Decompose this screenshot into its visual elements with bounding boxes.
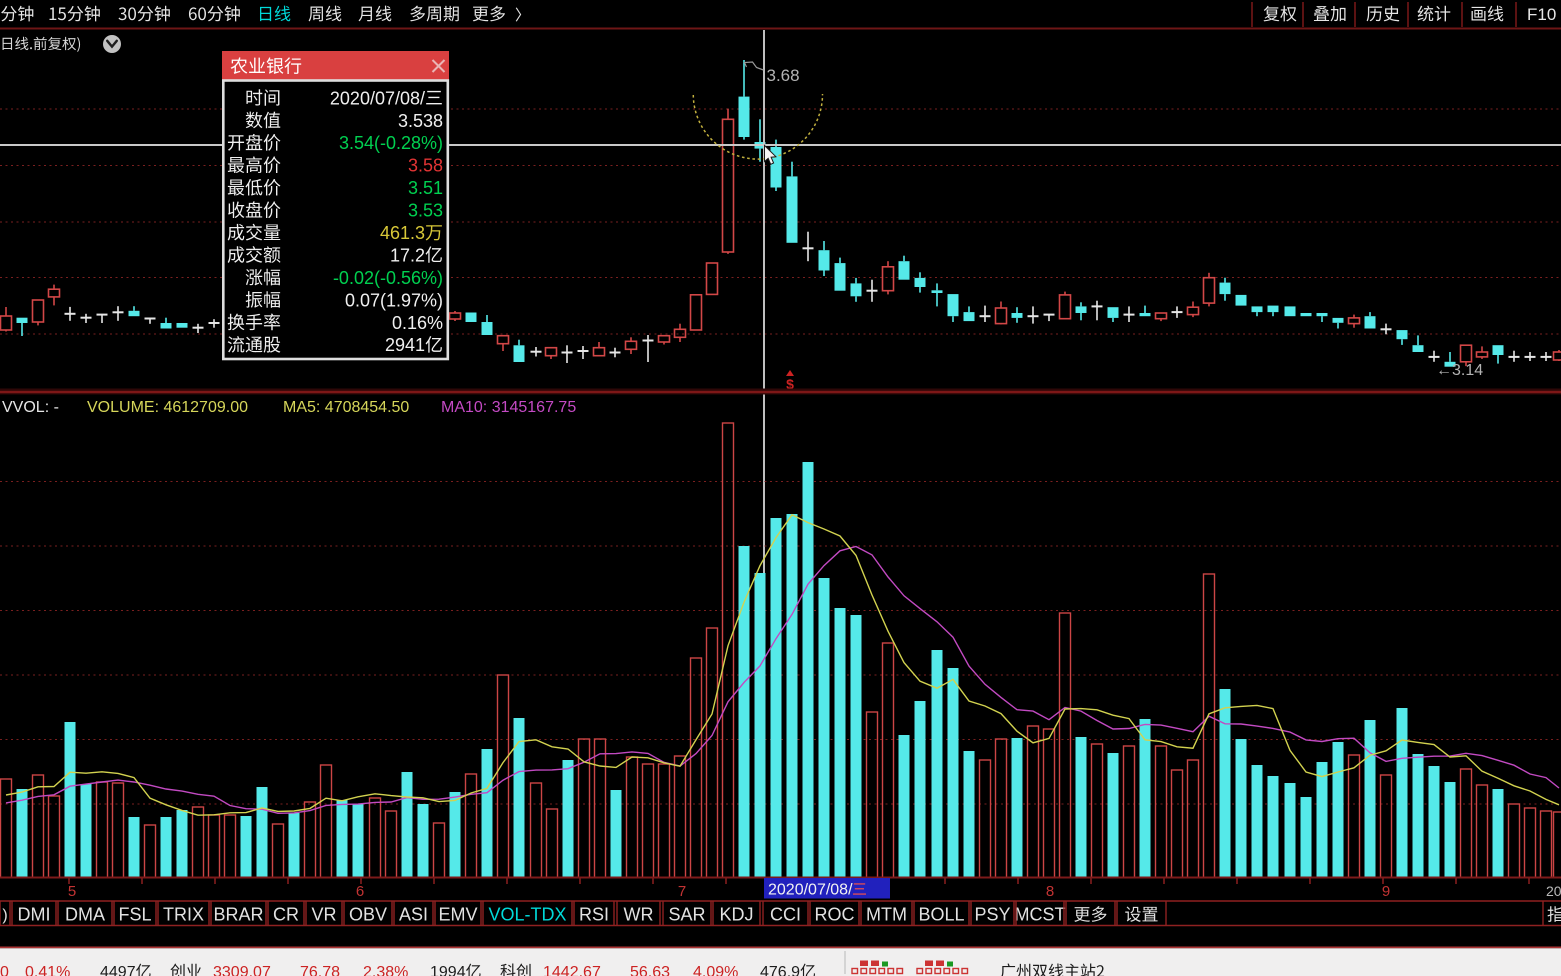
svg-text:): ) xyxy=(2,907,7,924)
svg-text:5: 5 xyxy=(68,883,76,900)
svg-text:476.9: 476.9 xyxy=(760,964,800,976)
svg-text:0.16%: 0.16% xyxy=(392,313,443,333)
svg-text:〉: 〉 xyxy=(515,7,530,24)
svg-text:6: 6 xyxy=(356,883,364,900)
svg-text:BRAR: BRAR xyxy=(213,905,263,925)
svg-text:9: 9 xyxy=(1382,883,1390,900)
svg-text:0.41%: 0.41% xyxy=(25,964,70,976)
svg-text:BOLL: BOLL xyxy=(918,905,964,925)
svg-text:MA10: 3145167.75: MA10: 3145167.75 xyxy=(441,399,576,416)
svg-text:CR: CR xyxy=(273,905,299,925)
svg-text:20: 20 xyxy=(1546,883,1561,899)
svg-text:SAR: SAR xyxy=(668,905,705,925)
svg-text:PSY: PSY xyxy=(974,905,1010,925)
svg-text:ROC: ROC xyxy=(815,905,855,925)
svg-text:3.54(-0.28%): 3.54(-0.28%) xyxy=(339,133,443,153)
svg-text:3.53: 3.53 xyxy=(408,201,443,221)
svg-text:4.09%: 4.09% xyxy=(693,964,738,976)
svg-text:461.3: 461.3 xyxy=(380,223,425,243)
svg-text:MA5: 4708454.50: MA5: 4708454.50 xyxy=(283,399,409,416)
svg-text:3309.07: 3309.07 xyxy=(213,964,271,976)
svg-text:MTM: MTM xyxy=(866,905,907,925)
svg-text:KDJ: KDJ xyxy=(719,905,753,925)
svg-text:ASI: ASI xyxy=(399,905,428,925)
svg-text:FSL: FSL xyxy=(118,905,151,925)
svg-text:2.38%: 2.38% xyxy=(363,964,408,976)
svg-text:76.78: 76.78 xyxy=(300,964,340,976)
svg-text:VOL-TDX: VOL-TDX xyxy=(488,905,566,925)
svg-text:3.538: 3.538 xyxy=(398,111,443,131)
svg-text:F10: F10 xyxy=(1527,5,1556,24)
svg-text:2020/07/08/: 2020/07/08/ xyxy=(768,882,853,899)
svg-text:1442.67: 1442.67 xyxy=(543,964,601,976)
svg-text:0: 0 xyxy=(0,964,9,976)
svg-text:56.63: 56.63 xyxy=(630,964,670,976)
svg-text:8: 8 xyxy=(1046,883,1054,900)
svg-text:WR: WR xyxy=(624,905,654,925)
svg-text:EMV: EMV xyxy=(438,905,477,925)
svg-text:17.2: 17.2 xyxy=(390,245,425,265)
svg-text:CCI: CCI xyxy=(770,905,801,925)
svg-text:4497: 4497 xyxy=(100,964,136,976)
svg-text:3.68: 3.68 xyxy=(767,66,800,85)
svg-text:VOLUME: 4612709.00: VOLUME: 4612709.00 xyxy=(87,399,248,416)
svg-text:$: $ xyxy=(786,376,794,392)
svg-text:0.07(1.97%): 0.07(1.97%) xyxy=(345,290,443,310)
svg-text:TRIX: TRIX xyxy=(163,905,204,925)
svg-text:7: 7 xyxy=(678,883,686,900)
svg-text:MCST: MCST xyxy=(1015,905,1066,925)
svg-text:3.51: 3.51 xyxy=(408,178,443,198)
svg-text:VR: VR xyxy=(311,905,336,925)
svg-text:RSI: RSI xyxy=(579,905,609,925)
svg-text:1994: 1994 xyxy=(430,964,466,976)
svg-text:2941: 2941 xyxy=(385,335,425,355)
svg-text:2020/07/08/: 2020/07/08/ xyxy=(330,88,425,108)
svg-text:DMI: DMI xyxy=(18,905,51,925)
svg-text:3.58: 3.58 xyxy=(408,156,443,176)
svg-text:VVOL: -: VVOL: - xyxy=(2,399,59,416)
svg-text:←3.14: ←3.14 xyxy=(1436,362,1483,379)
svg-text:DMA: DMA xyxy=(65,905,105,925)
svg-text:OBV: OBV xyxy=(349,905,387,925)
svg-text:-0.02(-0.56%): -0.02(-0.56%) xyxy=(333,268,443,288)
